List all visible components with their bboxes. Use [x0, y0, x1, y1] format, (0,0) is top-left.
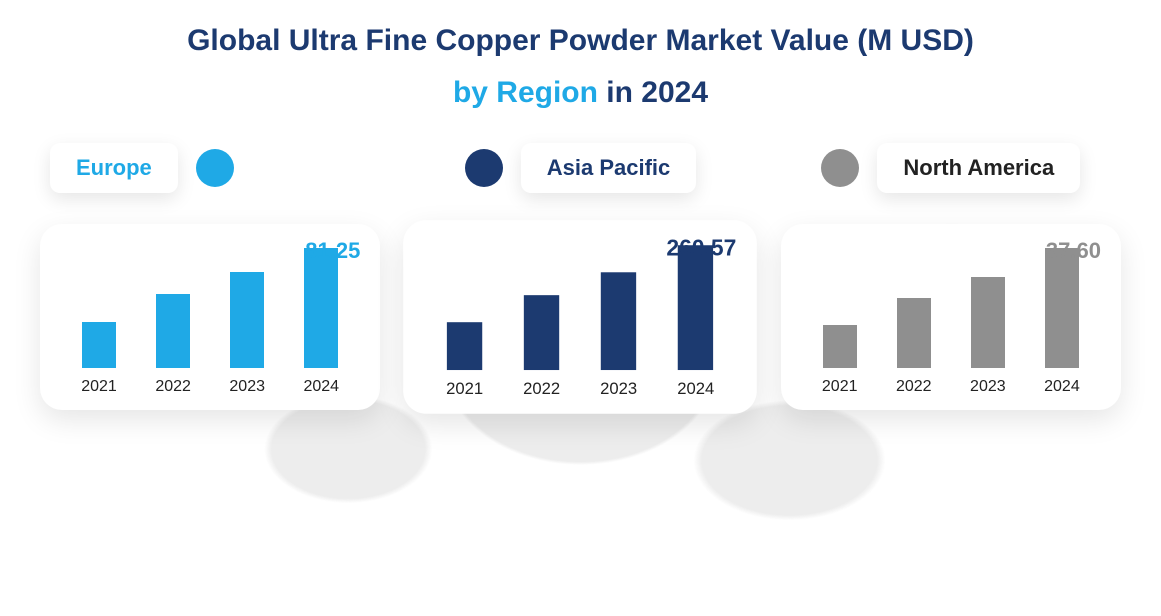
- bar-col-na-2023: 2023: [951, 277, 1025, 396]
- bar-col-europe-2022: 2022: [136, 294, 210, 396]
- region-pill-europe: Europe: [50, 143, 178, 193]
- region-pill-asia: Asia Pacific: [521, 143, 697, 193]
- bar-col-asia-2021: 2021: [426, 322, 503, 399]
- bar-label-europe-2024: 2024: [303, 378, 339, 396]
- bar-label-na-2023: 2023: [970, 378, 1006, 396]
- bar-europe-2021: [82, 322, 116, 368]
- bar-label-asia-2022: 2022: [523, 380, 560, 399]
- title-block: Global Ultra Fine Copper Powder Market V…: [0, 0, 1161, 110]
- bar-label-europe-2023: 2023: [229, 378, 265, 396]
- region-badge-asia: Asia Pacific: [465, 140, 697, 196]
- bar-europe-2022: [156, 294, 190, 368]
- bar-asia-2024: [678, 245, 713, 370]
- region-dot-europe: [196, 149, 234, 187]
- bar-na-2024: [1045, 248, 1079, 368]
- bar-label-na-2022: 2022: [896, 378, 932, 396]
- bar-col-europe-2021: 2021: [62, 322, 136, 396]
- bar-col-asia-2024: 2024: [658, 245, 735, 399]
- bar-label-europe-2022: 2022: [155, 378, 191, 396]
- bar-asia-2022: [524, 295, 559, 370]
- panel-north-america: North America 37.60 2021 2022 2023 2024: [781, 140, 1121, 410]
- bar-col-europe-2024: 2024: [284, 248, 358, 396]
- panel-europe: Europe 81.25 2021 2022 2023 2024: [40, 140, 380, 410]
- bar-label-na-2024: 2024: [1044, 378, 1080, 396]
- bars-area-na: 2021 2022 2023 2024: [803, 246, 1099, 396]
- bar-asia-2021: [447, 322, 482, 370]
- chart-card-na: 37.60 2021 2022 2023 2024: [781, 224, 1121, 410]
- bar-label-europe-2021: 2021: [81, 378, 117, 396]
- region-pill-na: North America: [877, 143, 1080, 193]
- bar-label-na-2021: 2021: [822, 378, 858, 396]
- bar-na-2023: [971, 277, 1005, 368]
- bar-col-europe-2023: 2023: [210, 272, 284, 396]
- bar-label-asia-2024: 2024: [678, 380, 715, 399]
- bar-label-asia-2023: 2023: [600, 380, 637, 399]
- bar-col-asia-2022: 2022: [503, 295, 580, 399]
- region-dot-na: [821, 149, 859, 187]
- highlight-value-na: 37.60: [1046, 238, 1101, 264]
- highlight-value-asia: 260.57: [667, 235, 737, 262]
- highlight-value-europe: 81.25: [305, 238, 360, 264]
- bar-label-asia-2021: 2021: [446, 380, 483, 399]
- bar-asia-2023: [601, 272, 636, 370]
- bar-europe-2023: [230, 272, 264, 368]
- bar-col-asia-2023: 2023: [580, 272, 657, 399]
- region-badge-na: North America: [821, 140, 1080, 196]
- bar-col-na-2021: 2021: [803, 325, 877, 396]
- bar-na-2022: [897, 298, 931, 368]
- title-line-2: by Region in 2024: [0, 76, 1161, 110]
- panels-row: Europe 81.25 2021 2022 2023 2024 Asia Pacif…: [0, 110, 1161, 410]
- bars-area-europe: 2021 2022 2023 2024: [62, 246, 358, 396]
- bar-col-na-2022: 2022: [877, 298, 951, 396]
- chart-card-europe: 81.25 2021 2022 2023 2024: [40, 224, 380, 410]
- bar-europe-2024: [304, 248, 338, 368]
- title-highlight: by Region: [453, 76, 598, 109]
- panel-asia-pacific: Asia Pacific 260.57 2021 2022 2023 2024: [410, 140, 750, 410]
- region-badge-europe: Europe: [40, 140, 380, 196]
- title-line-1: Global Ultra Fine Copper Powder Market V…: [0, 24, 1161, 58]
- region-dot-asia: [465, 149, 503, 187]
- bars-area-asia: 2021 2022 2023 2024: [426, 243, 734, 399]
- bar-na-2021: [823, 325, 857, 368]
- bar-col-na-2024: 2024: [1025, 248, 1099, 396]
- title-rest: in 2024: [598, 76, 708, 109]
- chart-card-asia: 260.57 2021 2022 2023 2024: [404, 220, 758, 413]
